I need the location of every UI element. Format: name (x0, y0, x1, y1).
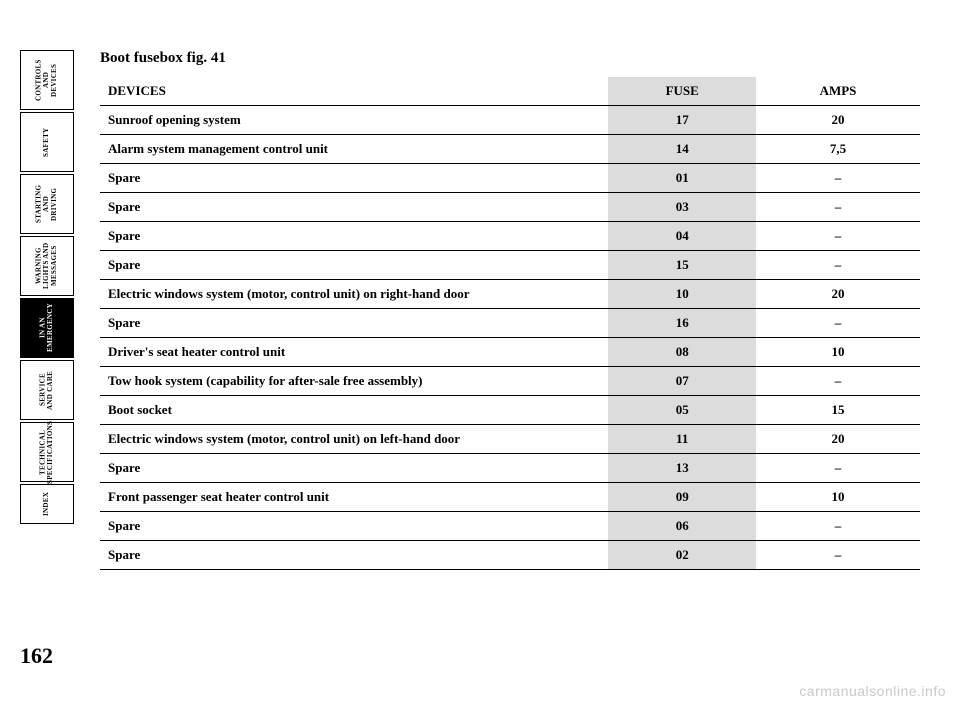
cell-fuse: 04 (608, 222, 756, 251)
cell-amps: 15 (756, 396, 920, 425)
sidebar-tab-starting: STARTING AND DRIVING (20, 174, 74, 234)
cell-amps: – (756, 541, 920, 570)
table-row: Spare15– (100, 251, 920, 280)
cell-amps: 20 (756, 425, 920, 454)
table-row: Spare01– (100, 164, 920, 193)
cell-device: Spare (100, 164, 608, 193)
cell-fuse: 08 (608, 338, 756, 367)
cell-amps: – (756, 222, 920, 251)
cell-fuse: 09 (608, 483, 756, 512)
table-row: Electric windows system (motor, control … (100, 425, 920, 454)
sidebar-tab-index: INDEX (20, 484, 74, 524)
content-area: Boot fusebox fig. 41 DEVICES FUSE AMPS S… (100, 50, 920, 570)
cell-device: Spare (100, 541, 608, 570)
cell-amps: 20 (756, 280, 920, 309)
fusebox-table: DEVICES FUSE AMPS Sunroof opening system… (100, 77, 920, 570)
cell-fuse: 11 (608, 425, 756, 454)
cell-device: Spare (100, 222, 608, 251)
cell-device: Electric windows system (motor, control … (100, 425, 608, 454)
cell-amps: – (756, 512, 920, 541)
table-row: Alarm system management control unit147,… (100, 135, 920, 164)
sidebar-tab-warning: WARNING LIGHTS AND MESSAGES (20, 236, 74, 296)
cell-fuse: 16 (608, 309, 756, 338)
sidebar-tab-safety: SAFETY (20, 112, 74, 172)
cell-fuse: 07 (608, 367, 756, 396)
sidebar-tabs: CONTROLS AND DEVICES SAFETY STARTING AND… (20, 50, 74, 524)
col-header-amps: AMPS (756, 77, 920, 106)
sidebar-tab-technical: TECHNICAL SPECIFICATIONS (20, 422, 74, 482)
table-row: Driver's seat heater control unit0810 (100, 338, 920, 367)
cell-amps: – (756, 193, 920, 222)
table-row: Spare02– (100, 541, 920, 570)
table-row: Spare04– (100, 222, 920, 251)
fusebox-tbody: Sunroof opening system1720 Alarm system … (100, 106, 920, 570)
cell-fuse: 14 (608, 135, 756, 164)
cell-amps: 10 (756, 338, 920, 367)
cell-amps: – (756, 251, 920, 280)
cell-device: Spare (100, 193, 608, 222)
table-row: Electric windows system (motor, control … (100, 280, 920, 309)
cell-amps: – (756, 309, 920, 338)
cell-amps: 20 (756, 106, 920, 135)
cell-device: Electric windows system (motor, control … (100, 280, 608, 309)
page: CONTROLS AND DEVICES SAFETY STARTING AND… (0, 0, 960, 709)
cell-device: Spare (100, 309, 608, 338)
cell-device: Alarm system management control unit (100, 135, 608, 164)
cell-device: Spare (100, 512, 608, 541)
cell-fuse: 03 (608, 193, 756, 222)
table-row: Spare06– (100, 512, 920, 541)
table-row: Sunroof opening system1720 (100, 106, 920, 135)
table-row: Tow hook system (capability for after-sa… (100, 367, 920, 396)
cell-fuse: 01 (608, 164, 756, 193)
cell-amps: – (756, 367, 920, 396)
table-row: Spare13– (100, 454, 920, 483)
col-header-devices: DEVICES (100, 77, 608, 106)
cell-amps: 7,5 (756, 135, 920, 164)
cell-fuse: 17 (608, 106, 756, 135)
sidebar-tab-service: SERVICE AND CARE (20, 360, 74, 420)
cell-fuse: 15 (608, 251, 756, 280)
sidebar-tab-controls: CONTROLS AND DEVICES (20, 50, 74, 110)
cell-amps: – (756, 454, 920, 483)
cell-device: Tow hook system (capability for after-sa… (100, 367, 608, 396)
table-row: Spare16– (100, 309, 920, 338)
cell-device: Sunroof opening system (100, 106, 608, 135)
col-header-fuse: FUSE (608, 77, 756, 106)
table-title: Boot fusebox fig. 41 (100, 50, 920, 67)
cell-device: Spare (100, 454, 608, 483)
sidebar-tab-emergency: IN AN EMERGENCY (20, 298, 74, 358)
cell-device: Driver's seat heater control unit (100, 338, 608, 367)
cell-fuse: 05 (608, 396, 756, 425)
cell-device: Spare (100, 251, 608, 280)
page-number: 162 (20, 643, 53, 669)
cell-device: Front passenger seat heater control unit (100, 483, 608, 512)
cell-device: Boot socket (100, 396, 608, 425)
cell-amps: – (756, 164, 920, 193)
table-row: Boot socket0515 (100, 396, 920, 425)
cell-fuse: 10 (608, 280, 756, 309)
cell-fuse: 06 (608, 512, 756, 541)
watermark: carmanualsonline.info (799, 683, 946, 699)
table-header-row: DEVICES FUSE AMPS (100, 77, 920, 106)
cell-fuse: 13 (608, 454, 756, 483)
cell-fuse: 02 (608, 541, 756, 570)
table-row: Front passenger seat heater control unit… (100, 483, 920, 512)
cell-amps: 10 (756, 483, 920, 512)
table-row: Spare03– (100, 193, 920, 222)
